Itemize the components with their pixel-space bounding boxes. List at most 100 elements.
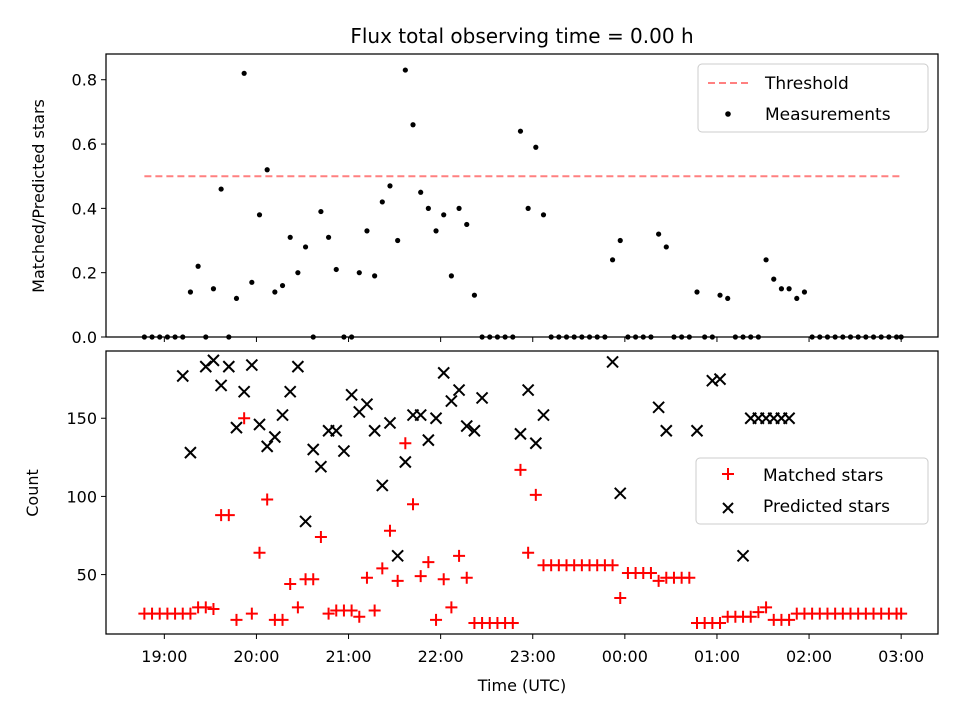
predicted-stars-point [537,408,550,422]
measurement-point [249,279,255,285]
predicted-stars-point [307,443,320,456]
matched-stars-point [895,607,908,620]
matched-stars-point [391,574,404,587]
predicted-stars-point [782,412,796,425]
predicted-stars-point [253,418,266,431]
measurement-point [778,286,785,292]
measurement-point [425,205,431,211]
measurement-point [241,70,247,76]
matched-stars-point [230,613,243,626]
predicted-stars-point [222,360,236,373]
measurement-point [279,282,286,289]
measurement-point [356,270,362,276]
matched-stars-point [760,601,773,614]
measurement-point [617,237,623,244]
x-tick-label: 02:00 [786,647,832,666]
predicted-stars-point [345,388,358,401]
legend-matched-swatch [722,468,734,480]
predicted-stars-point [736,549,750,563]
predicted-stars-point [291,360,305,373]
measurement-point [233,295,240,302]
matched-stars-point [245,607,258,620]
ratio-y-tick-label: 0.8 [72,71,97,90]
measurement-point [656,231,662,237]
measurement-point [533,144,539,150]
legend-predicted-swatch [722,502,734,514]
predicted-stars-point [214,379,228,392]
predicted-stars-point [199,360,212,373]
predicted-stars-point [452,383,466,397]
measurement-point [433,228,439,234]
count-y-tick-label: 50 [77,566,97,585]
predicted-stars-point [283,385,297,398]
x-tick-label: 19:00 [141,647,187,666]
predicted-stars-point [337,444,351,458]
matched-stars-point [307,573,320,586]
matched-stars-point [460,571,473,584]
legend-matched-label: Matched stars [763,466,883,486]
matched-stars-point [399,437,412,450]
count-panel: 50 100 150 19:00 20:00 21:00 22:00 23:00 00:00 0… [23,350,939,695]
measurement-point [609,257,616,263]
matched-stars-point [222,509,235,522]
matched-stars-point [314,531,327,544]
matched-stars-point [752,606,765,619]
predicted-stars-point [529,437,543,450]
x-tick-label: 20:00 [233,647,279,666]
matched-stars-point [744,610,757,623]
x-tick-label: 21:00 [325,647,371,666]
measurement-point [364,228,370,234]
predicted-stars-point [614,487,627,500]
count-legend: Matched stars Predicted stars [695,457,929,525]
measurement-point [272,289,278,295]
ratio-plot-area [141,67,904,340]
ratio-y-tick-label: 0.4 [72,199,97,218]
predicted-stars-point [383,416,397,430]
measurement-point [517,128,524,134]
measurement-point [694,289,700,295]
predicted-stars-point [184,446,197,459]
measurement-point [771,276,777,282]
matched-stars-point [383,524,396,537]
predicted-stars-point [422,433,435,447]
measurement-point [256,212,263,218]
matched-stars-point [207,602,220,615]
time-x-axis: 19:00 20:00 21:00 22:00 23:00 00:00 01:00 02:00… [141,634,924,666]
predicted-stars-point [437,366,450,380]
matched-stars-point [353,610,366,623]
matched-stars-point [345,604,358,617]
predicted-stars-point [429,412,443,425]
measurement-point [471,292,478,298]
matched-stars-point [376,562,389,575]
measurement-point [402,67,408,73]
measurement-point [717,292,723,298]
predicted-stars-point [207,354,220,367]
matched-stars-point [261,493,274,506]
measurement-point [725,295,731,302]
legend-predicted-label: Predicted stars [763,497,890,517]
predicted-stars-point [176,369,189,383]
matched-stars-point [614,592,627,605]
measurement-point [410,122,416,128]
count-y-tick-label: 100 [66,487,97,506]
matched-stars-point [291,601,304,614]
predicted-stars-point [606,355,619,369]
predicted-stars-point [260,440,274,453]
chart-title: Flux total observing time = 0.00 h [350,24,693,48]
matched-stars-point [514,463,527,476]
measurement-point [195,263,201,269]
x-tick-label: 00:00 [602,647,648,666]
predicted-stars-point [468,424,481,437]
predicted-stars-point [652,401,665,414]
matched-stars-point [184,607,197,620]
matched-stars-point [445,601,458,614]
ratio-y-tick-label: 0.0 [72,328,97,347]
matched-stars-point [683,571,696,584]
matched-stars-point [783,613,796,626]
ratio-y-tick-label: 0.2 [72,264,97,283]
predicted-stars-point [521,383,535,397]
measurement-point [318,208,324,215]
measurement-point [210,286,217,292]
predicted-stars-point [268,430,282,444]
